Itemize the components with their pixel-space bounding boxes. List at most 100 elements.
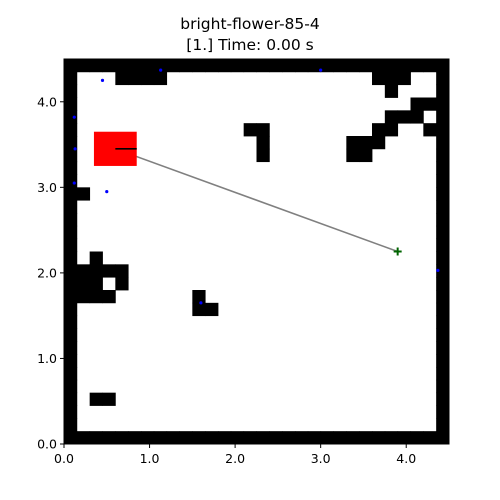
obstacle-cell xyxy=(230,431,245,445)
obstacle-cell xyxy=(372,71,386,86)
obstacle-cell xyxy=(153,59,168,73)
obstacle-cell xyxy=(64,328,78,342)
obstacle-cell xyxy=(372,136,386,150)
obstacle-cell xyxy=(436,213,450,227)
obstacle-cell xyxy=(64,148,78,163)
obstacle-cell xyxy=(64,123,78,137)
obstacle-cell xyxy=(141,71,155,86)
goal-marker xyxy=(393,247,402,256)
obstacle-cell xyxy=(64,174,78,188)
obstacle-cell xyxy=(282,59,296,73)
obstacle-cell xyxy=(243,123,257,137)
obstacle-cell xyxy=(64,264,78,278)
obstacle-cell xyxy=(243,431,257,445)
sensor-point xyxy=(72,115,76,119)
x-tick-label: 3.0 xyxy=(311,451,331,466)
obstacle-cell xyxy=(115,431,129,445)
obstacle-cell xyxy=(64,251,78,265)
chart-subtitle: [1.] Time: 0.00 s xyxy=(186,36,314,54)
obstacle-cell xyxy=(102,431,116,445)
sensor-point xyxy=(159,68,163,72)
obstacle-cell xyxy=(102,290,116,304)
obstacle-cell xyxy=(372,59,386,73)
obstacle-cell xyxy=(436,341,450,355)
y-tick-label: 2.0 xyxy=(37,265,57,280)
obstacle-cell xyxy=(397,71,411,86)
sensor-point xyxy=(199,301,203,305)
obstacle-cell xyxy=(64,71,78,86)
obstacle-cell xyxy=(372,431,386,445)
obstacle-cell xyxy=(436,354,450,368)
obstacle-cell xyxy=(410,97,424,111)
obstacle-cell xyxy=(384,84,399,98)
obstacle-cell xyxy=(346,59,360,73)
x-tick-label: 0.0 xyxy=(54,451,74,466)
obstacle-cell xyxy=(436,431,450,445)
sensor-point xyxy=(319,68,323,72)
obstacle-cell xyxy=(64,97,78,111)
obstacle-cell xyxy=(256,123,270,137)
obstacle-cell xyxy=(436,367,450,381)
obstacle-cell xyxy=(256,136,270,150)
obstacle-cell xyxy=(359,431,373,445)
obstacle-cell xyxy=(436,187,450,201)
obstacle-cell xyxy=(359,148,373,163)
axes-frame xyxy=(63,58,450,445)
obstacle-cell xyxy=(64,213,78,227)
x-tick-label: 1.0 xyxy=(140,451,160,466)
obstacle-cell xyxy=(153,431,168,445)
obstacle-cell xyxy=(64,136,78,150)
obstacle-cell xyxy=(192,302,206,317)
occupancy-grid xyxy=(64,59,450,445)
obstacle-cell xyxy=(141,59,155,73)
obstacle-cell xyxy=(436,315,450,329)
obstacle-cell xyxy=(115,71,129,86)
obstacle-cell xyxy=(64,290,78,304)
obstacle-cell xyxy=(64,392,78,406)
obstacle-cell xyxy=(423,123,437,137)
obstacle-cell xyxy=(256,59,270,73)
obstacle-cell xyxy=(76,431,91,445)
sensor-point xyxy=(72,181,76,185)
obstacle-cell xyxy=(436,264,450,278)
obstacle-cell xyxy=(384,431,399,445)
obstacle-cell xyxy=(295,431,309,445)
obstacle-cell xyxy=(89,277,103,291)
obstacle-cell xyxy=(64,110,78,124)
obstacle-cell xyxy=(192,59,206,73)
obstacle-cell xyxy=(76,187,91,201)
obstacle-cell xyxy=(64,379,78,394)
obstacle-cell xyxy=(436,148,450,163)
obstacle-cell xyxy=(192,431,206,445)
obstacle-cell xyxy=(76,277,91,291)
obstacle-cell xyxy=(166,59,180,73)
obstacle-cell xyxy=(64,277,78,291)
obstacle-cell xyxy=(346,136,360,150)
obstacle-cell xyxy=(436,290,450,304)
obstacle-cell xyxy=(205,302,219,317)
obstacle-cell xyxy=(269,59,283,73)
obstacle-cell xyxy=(436,392,450,406)
obstacle-cell xyxy=(436,174,450,188)
obstacle-cell xyxy=(346,148,360,163)
y-tick-label: 3.0 xyxy=(37,180,57,195)
obstacle-cell xyxy=(372,123,386,137)
obstacle-cell xyxy=(179,59,193,73)
obstacle-cell xyxy=(436,59,450,73)
obstacle-cell xyxy=(320,431,334,445)
sensor-point xyxy=(73,147,77,151)
obstacle-cell xyxy=(410,59,424,73)
x-tick-label: 2.0 xyxy=(225,451,245,466)
obstacle-cell xyxy=(307,431,322,445)
obstacle-cell xyxy=(64,315,78,329)
obstacle-cell xyxy=(115,59,129,73)
obstacle-cell xyxy=(397,110,411,124)
obstacle-cell xyxy=(436,251,450,265)
x-tick-label: 4.0 xyxy=(396,451,416,466)
obstacle-cell xyxy=(64,59,78,73)
obstacle-cell xyxy=(89,290,103,304)
obstacle-cell xyxy=(64,354,78,368)
obstacle-cell xyxy=(102,264,116,278)
obstacle-cell xyxy=(64,161,78,175)
